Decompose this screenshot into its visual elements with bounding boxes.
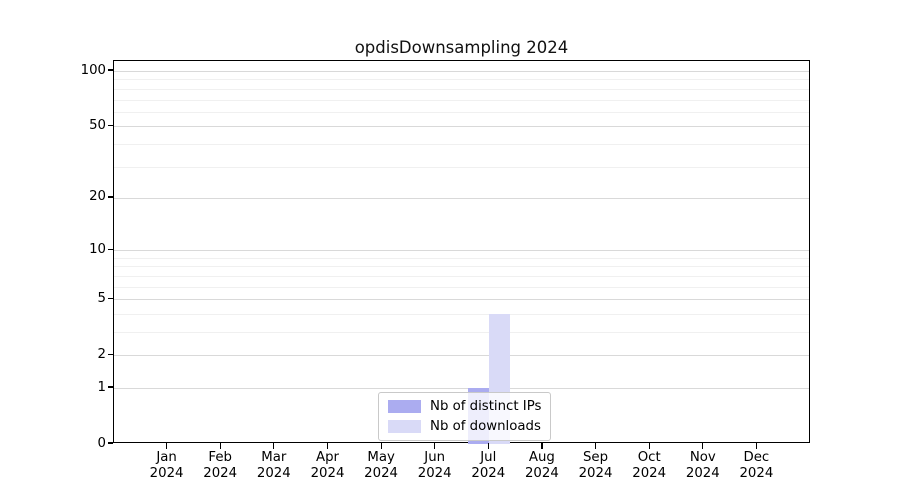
y-tick-label: 2 (97, 346, 106, 362)
gridline-major (114, 126, 809, 128)
y-tick-mark (108, 297, 113, 299)
gridline-minor (114, 257, 809, 259)
x-tick-month: Jul (480, 450, 497, 465)
x-tick-year: 2024 (685, 465, 720, 481)
y-tick-mark (108, 386, 113, 388)
x-tick-label: Jun 2024 (405, 450, 465, 481)
gridline-minor (114, 88, 809, 90)
x-tick-mark (273, 443, 275, 449)
gridline-minor (114, 79, 809, 81)
x-tick-year: 2024 (417, 465, 452, 481)
gridline-minor (114, 143, 809, 145)
gridline-minor (114, 286, 809, 288)
legend-swatch-distinct-ips-icon (388, 400, 421, 413)
gridline-major (114, 355, 809, 357)
gridline-major (114, 197, 809, 199)
x-tick-label: Apr 2024 (298, 450, 358, 481)
x-tick-year: 2024 (364, 465, 399, 481)
x-tick-label: Mar 2024 (244, 450, 304, 481)
x-tick-label: Dec 2024 (726, 450, 786, 481)
legend-label-distinct-ips: Nb of distinct IPs (430, 399, 542, 414)
gridline-minor (114, 266, 809, 268)
x-tick-mark (219, 443, 221, 449)
legend-item-distinct-ips: Nb of distinct IPs (388, 399, 541, 414)
x-tick-month: Nov (689, 450, 716, 465)
gridline-minor (114, 166, 809, 168)
x-tick-month: Mar (261, 450, 287, 465)
x-tick-label: Nov 2024 (673, 450, 733, 481)
x-tick-month: May (367, 450, 395, 465)
y-tick-mark (108, 442, 113, 444)
y-tick-label: 50 (89, 117, 106, 133)
x-tick-mark (702, 443, 704, 449)
y-tick-mark (108, 124, 113, 126)
x-tick-month: Jun (424, 450, 446, 465)
y-tick-label: 10 (89, 241, 106, 257)
x-tick-label: May 2024 (351, 450, 411, 481)
x-tick-mark (166, 443, 168, 449)
legend: Nb of distinct IPs Nb of downloads (378, 392, 552, 441)
gridline-minor (114, 111, 809, 113)
y-tick-mark (108, 196, 113, 198)
x-tick-label: Jan 2024 (137, 450, 197, 481)
x-tick-mark (380, 443, 382, 449)
x-tick-month: Dec (743, 450, 770, 465)
x-tick-mark (434, 443, 436, 449)
x-tick-label: Sep 2024 (566, 450, 626, 481)
x-tick-month: Oct (637, 450, 661, 465)
y-tick-label: 100 (80, 62, 106, 78)
y-tick-mark (108, 69, 113, 71)
x-tick-month: Aug (528, 450, 555, 465)
x-tick-mark (648, 443, 650, 449)
gridline-minor (114, 275, 809, 277)
chart-title: opdisDownsampling 2024 (354, 38, 569, 57)
y-tick-label: 1 (97, 379, 106, 395)
x-tick-label: Oct 2024 (619, 450, 679, 481)
y-tick-label: 20 (89, 189, 106, 205)
x-tick-label: Aug 2024 (512, 450, 572, 481)
x-tick-year: 2024 (578, 465, 613, 481)
x-tick-month: Apr (315, 450, 339, 465)
gridline-minor (114, 99, 809, 101)
plot-area (113, 60, 810, 444)
x-tick-label: Jul 2024 (458, 450, 518, 481)
gridline-minor (114, 313, 809, 315)
x-tick-year: 2024 (149, 465, 184, 481)
x-tick-year: 2024 (632, 465, 667, 481)
y-tick-mark (108, 248, 113, 250)
x-tick-mark (541, 443, 543, 449)
x-tick-mark (755, 443, 758, 449)
legend-swatch-downloads-icon (388, 420, 421, 433)
x-tick-label: Feb 2024 (190, 450, 250, 481)
x-tick-mark (487, 443, 489, 449)
x-tick-year: 2024 (471, 465, 506, 481)
x-tick-year: 2024 (310, 465, 345, 481)
gridline-major (114, 299, 809, 301)
y-tick-label: 5 (97, 290, 106, 306)
x-tick-month: Sep (582, 450, 609, 465)
x-tick-year: 2024 (524, 465, 559, 481)
legend-label-downloads: Nb of downloads (430, 419, 541, 434)
x-tick-month: Feb (208, 450, 232, 465)
y-tick-label: 0 (97, 435, 106, 451)
x-tick-year: 2024 (739, 465, 774, 481)
gridline-major (114, 388, 809, 389)
gridline-major (114, 250, 809, 252)
x-tick-year: 2024 (256, 465, 291, 481)
x-tick-mark (594, 443, 597, 449)
y-tick-mark (108, 353, 113, 355)
legend-item-downloads: Nb of downloads (388, 419, 541, 434)
gridline-minor (114, 332, 809, 333)
x-tick-year: 2024 (203, 465, 238, 481)
x-tick-mark (326, 443, 329, 449)
gridline-major (114, 71, 809, 72)
x-tick-month: Jan (156, 450, 177, 465)
